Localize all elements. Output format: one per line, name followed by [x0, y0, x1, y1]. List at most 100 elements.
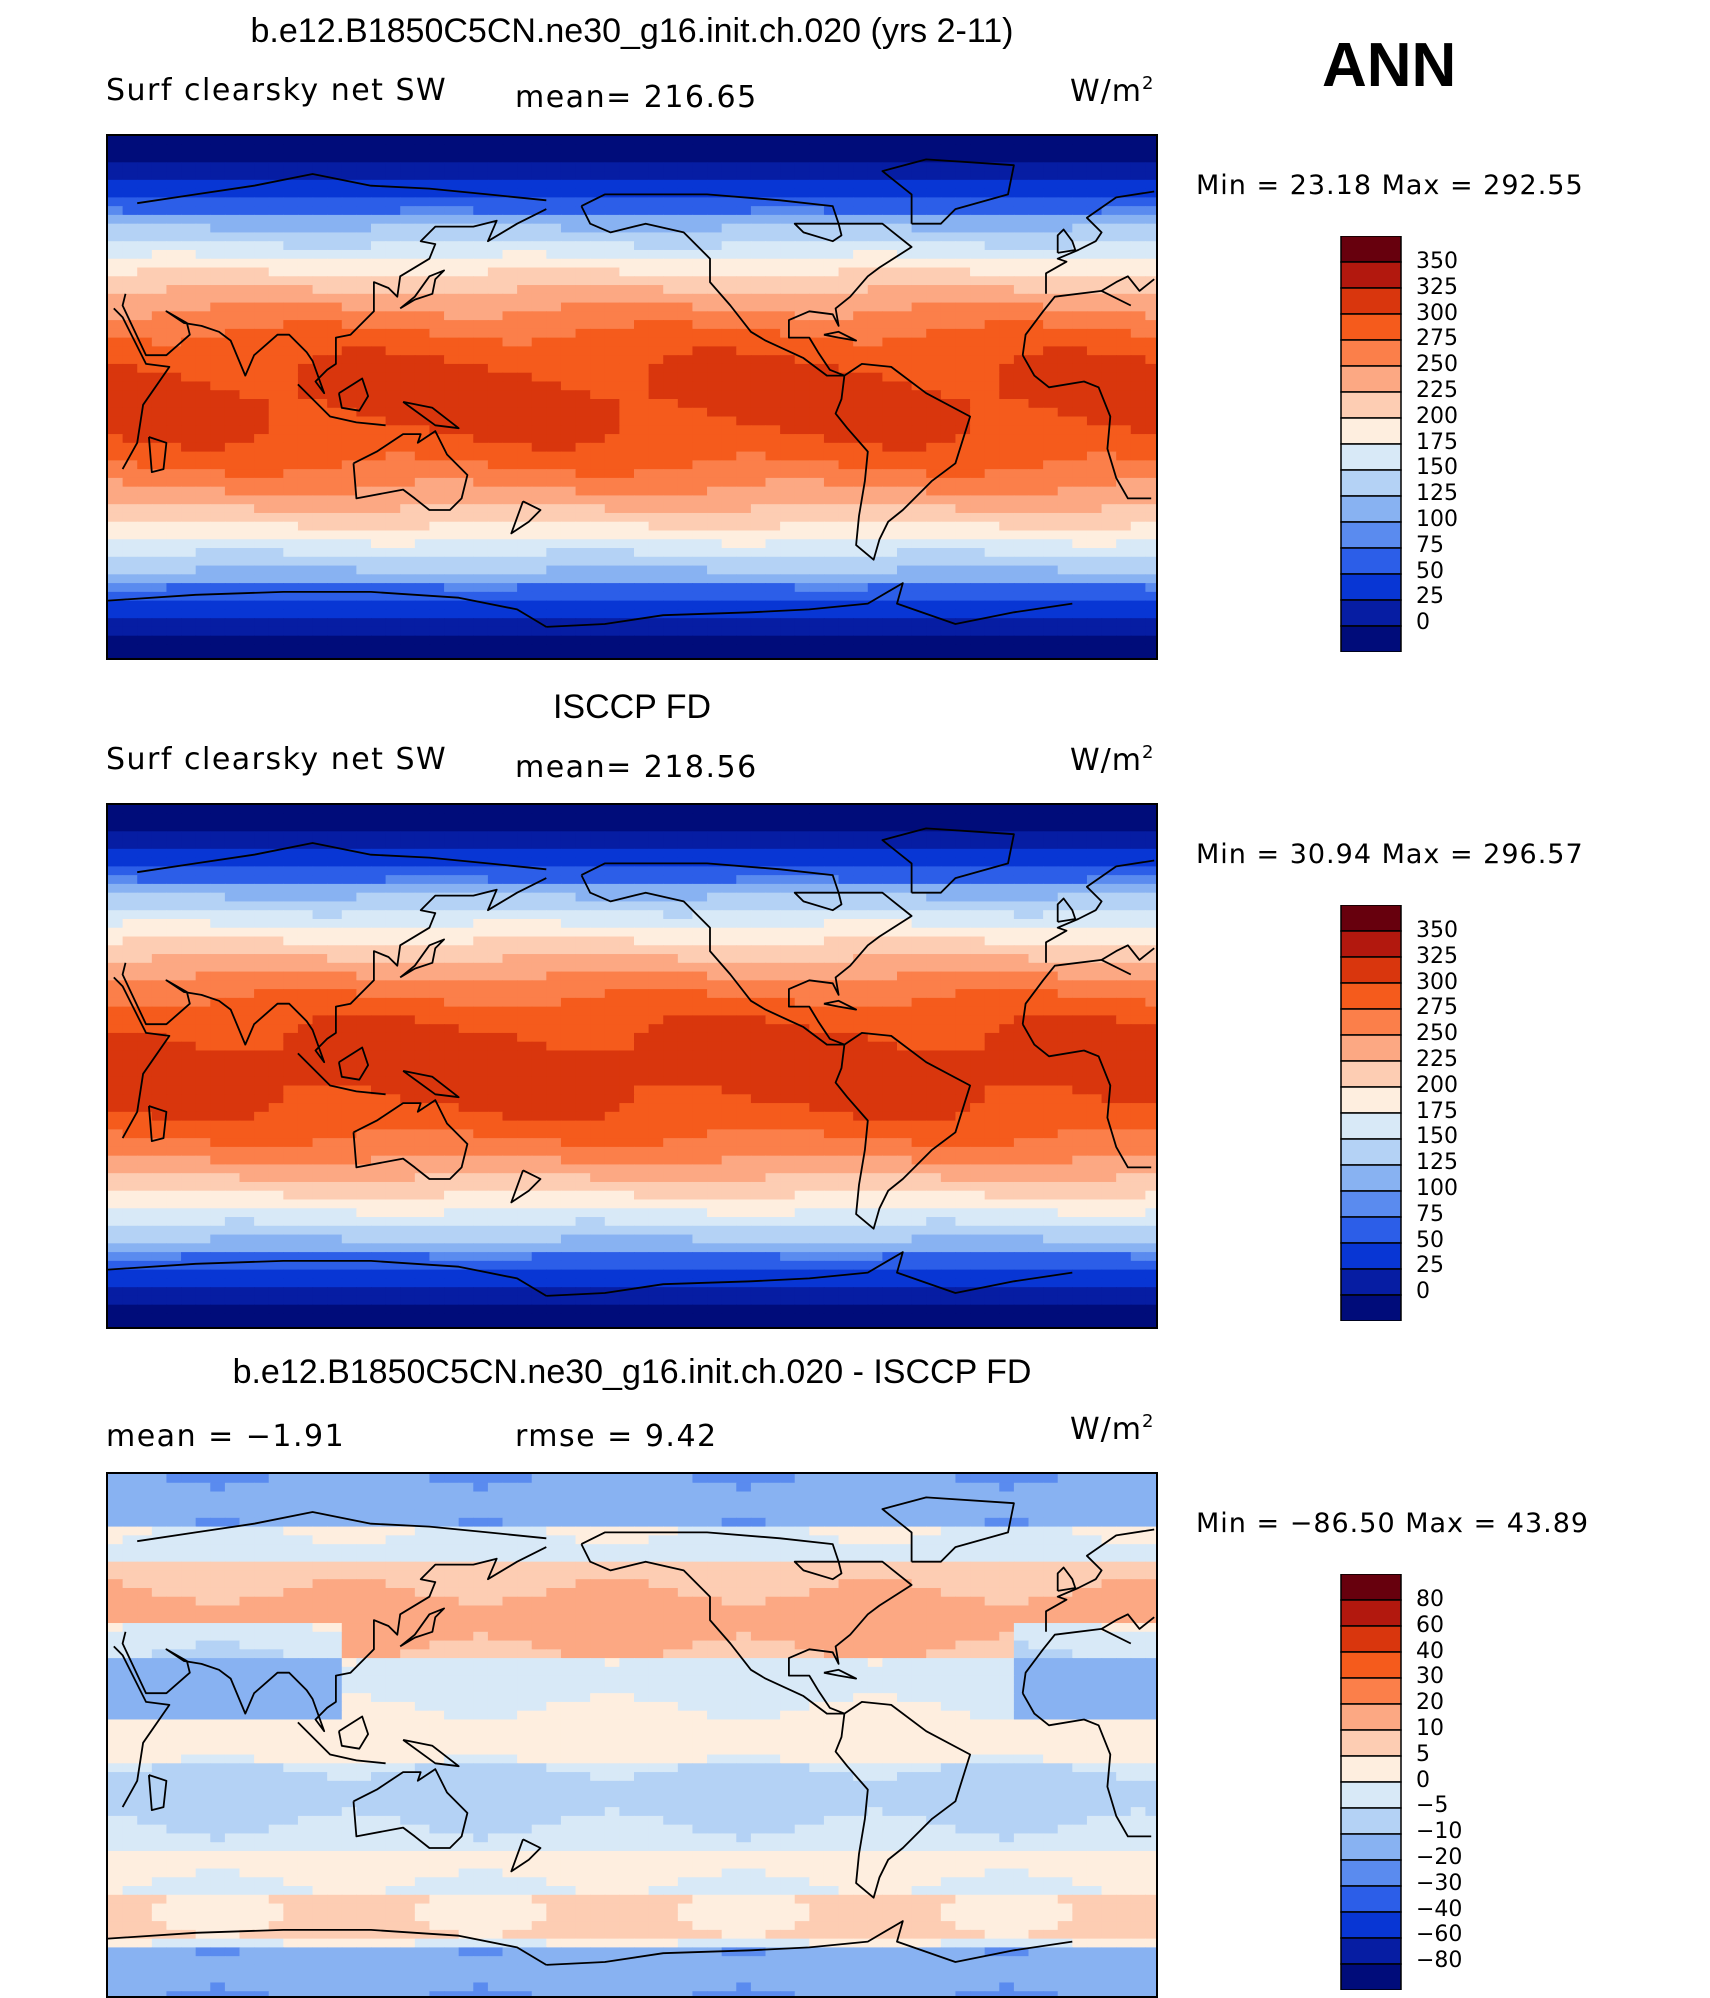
field-cell: [254, 442, 270, 453]
field-cell: [1116, 320, 1132, 330]
field-cell: [181, 848, 197, 859]
field-cell: [122, 591, 138, 602]
field-cell: [473, 548, 489, 558]
field-cell: [794, 425, 810, 435]
field-cell: [327, 136, 343, 146]
field-cell: [1043, 512, 1059, 523]
field-cell: [1028, 390, 1044, 400]
field-cell: [356, 285, 372, 295]
field-cell: [195, 653, 211, 658]
field-cell: [575, 434, 591, 444]
field-cell: [677, 381, 694, 391]
field-cell: [809, 460, 825, 470]
field-cell: [166, 512, 182, 523]
field-cell: [560, 258, 577, 269]
field-cell: [458, 328, 474, 339]
field-cell: [487, 469, 504, 479]
field-cell: [823, 276, 840, 286]
field-cell: [1028, 267, 1044, 277]
field-cell: [1101, 153, 1117, 163]
field-cell: [940, 600, 957, 610]
field-cell: [940, 320, 957, 330]
field-cell: [356, 530, 372, 540]
field-cell: [254, 407, 270, 418]
field-cell: [721, 504, 737, 514]
field-cell: [736, 813, 752, 824]
field-cell: [195, 302, 211, 312]
field-cell: [911, 337, 927, 347]
field-cell: [750, 153, 767, 163]
field-cell: [400, 425, 416, 435]
field-cell: [1028, 197, 1044, 207]
field-cell: [1116, 416, 1132, 426]
field-cell: [648, 831, 664, 841]
field-cell: [1101, 276, 1117, 286]
field-cell: [634, 363, 650, 374]
field-cell: [648, 214, 664, 225]
field-cell: [312, 875, 328, 885]
field-cell: [458, 574, 474, 584]
field-cell: [122, 539, 138, 549]
field-cell: [531, 866, 547, 876]
field-cell: [195, 241, 211, 251]
field-cell: [707, 451, 723, 461]
panel1-map: [106, 134, 1158, 660]
field-cell: [254, 223, 270, 234]
colorbar-label: 125: [1416, 481, 1458, 507]
field-cell: [1101, 363, 1117, 374]
field-cell: [546, 258, 562, 269]
field-cell: [531, 831, 547, 841]
field-cell: [794, 618, 810, 628]
field-cell: [268, 416, 284, 426]
field-cell: [1028, 381, 1044, 391]
field-cell: [1043, 591, 1059, 602]
field-cell: [867, 556, 883, 567]
field-cell: [356, 267, 372, 277]
field-cell: [371, 258, 387, 269]
field-cell: [926, 653, 942, 658]
field-cell: [940, 486, 957, 497]
field-cell: [502, 495, 518, 505]
field-cell: [531, 460, 547, 470]
field-cell: [1145, 399, 1156, 409]
field-cell: [780, 390, 796, 400]
field-cell: [780, 136, 796, 146]
field-cell: [210, 530, 226, 540]
field-cell: [385, 381, 401, 391]
field-cell: [1072, 548, 1088, 558]
field-cell: [137, 381, 153, 391]
field-cell: [648, 504, 664, 514]
field-cell: [371, 320, 387, 330]
field-cell: [692, 241, 708, 251]
field-cell: [254, 618, 270, 628]
field-cell: [794, 241, 810, 251]
field-cell: [970, 635, 986, 646]
field-cell: [648, 425, 664, 435]
field-cell: [371, 390, 387, 400]
field-cell: [1057, 276, 1073, 286]
field-cell: [619, 258, 635, 269]
field-cell: [648, 179, 664, 190]
field-cell: [1145, 848, 1156, 859]
field-cell: [502, 197, 518, 207]
field-cell: [1086, 556, 1103, 567]
field-cell: [634, 556, 650, 567]
field-cell: [297, 644, 314, 654]
field-cell: [122, 179, 138, 190]
field-cell: [1043, 136, 1059, 146]
field-cell: [181, 530, 197, 540]
field-cell: [385, 875, 401, 885]
field-cell: [254, 486, 270, 497]
field-cell: [1101, 805, 1117, 815]
field-cell: [239, 381, 255, 391]
field-cell: [867, 565, 883, 575]
field-cell: [517, 390, 533, 400]
field-cell: [546, 618, 562, 628]
field-cell: [663, 857, 679, 867]
field-cell: [1086, 293, 1103, 304]
field-cell: [517, 813, 533, 824]
field-cell: [721, 285, 737, 295]
field-cell: [458, 206, 474, 216]
field-cell: [1116, 302, 1132, 312]
field-cell: [210, 626, 226, 637]
